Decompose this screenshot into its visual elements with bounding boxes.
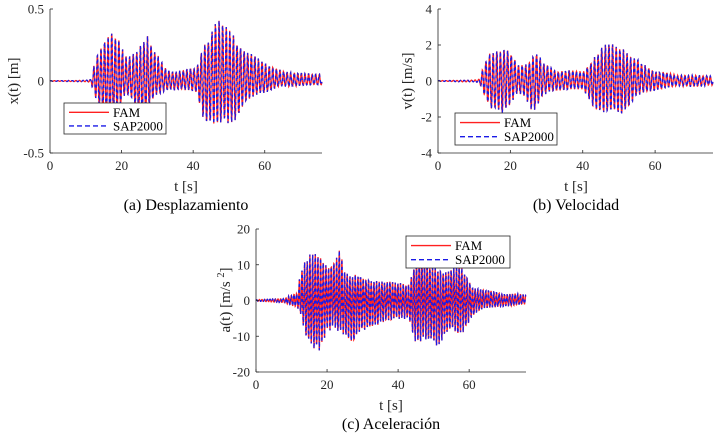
y-tick-label: 4: [426, 2, 433, 17]
y-tick-label: 2: [426, 38, 433, 53]
x-tick-label: 0: [253, 377, 260, 392]
series-sap2000-line: [255, 250, 527, 351]
series-fam-line: [437, 44, 714, 114]
y-axis-label: x(t) [m]: [6, 57, 22, 104]
y-tick-label: 20: [237, 222, 250, 237]
legend-sap2000-label: SAP2000: [455, 252, 505, 267]
panel-caption: (c) Aceleración: [342, 416, 440, 433]
y-tick-label: 10: [237, 257, 250, 272]
legend-box: [63, 102, 167, 135]
x-tick-label: 60: [649, 158, 662, 173]
legend-box: [454, 112, 558, 146]
y-axis-label-text: a(t) [m/s: [218, 281, 234, 332]
y-tick-label: -2: [421, 110, 432, 125]
x-tick-label: 40: [576, 158, 589, 173]
series-sap2000-line: [49, 20, 323, 124]
y-axis-label: v(t) [m/s]: [400, 52, 416, 109]
y-axis-label: a(t) [m/s 2]: [216, 268, 234, 333]
legend-fam-label: FAM: [113, 105, 141, 120]
y-tick-label: -0.5: [23, 146, 44, 161]
x-axis-label: t [s]: [174, 179, 198, 195]
y-tick-label: -10: [233, 329, 250, 344]
y-tick-label: -4: [421, 146, 432, 161]
legend-fam-label: FAM: [504, 115, 532, 130]
y-tick-label: 0.5: [28, 2, 44, 17]
panel-caption: (b) Velocidad: [533, 197, 619, 214]
x-tick-label: 60: [463, 377, 476, 392]
legend-sap2000-label: SAP2000: [113, 118, 163, 133]
panel-caption: (a) Desplazamiento: [124, 197, 249, 214]
x-tick-label: 20: [115, 158, 128, 173]
x-axis-label: t [s]: [564, 179, 588, 195]
series-sap2000-line: [437, 44, 714, 114]
x-tick-label: 0: [435, 158, 442, 173]
legend-sap2000-label: SAP2000: [504, 129, 554, 144]
x-tick-label: 20: [321, 377, 334, 392]
y-tick-label: 0: [38, 74, 45, 89]
superscript: 2: [216, 273, 227, 278]
legend-fam-label: FAM: [455, 238, 483, 253]
y-tick-label: -20: [233, 365, 250, 380]
x-tick-label: 0: [47, 158, 54, 173]
x-tick-label: 40: [392, 377, 405, 392]
y-axis-label-rest: ]: [218, 268, 234, 273]
x-tick-label: 60: [258, 158, 271, 173]
y-tick-label: 0: [244, 293, 251, 308]
legend-box: [405, 235, 511, 269]
x-tick-label: 20: [504, 158, 517, 173]
x-axis-label: t [s]: [379, 398, 403, 414]
x-tick-label: 40: [187, 158, 200, 173]
y-tick-label: 0: [426, 74, 433, 89]
